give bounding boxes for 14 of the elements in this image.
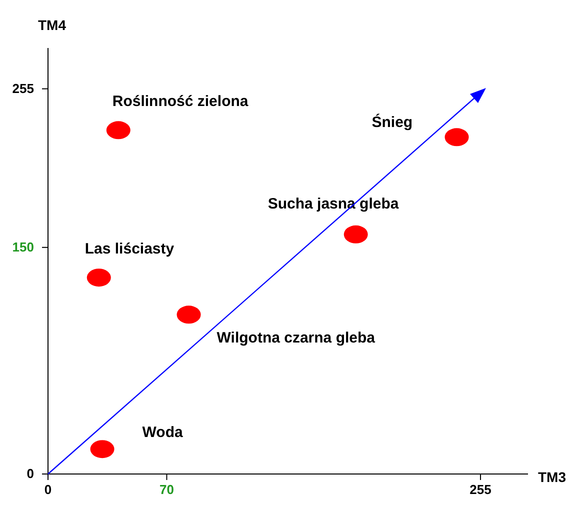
y-tick-label: 255 <box>12 80 34 96</box>
annotation: Śnieg <box>372 113 413 132</box>
annotation: Roślinność zielona <box>112 93 249 110</box>
y-tick-label: 150 <box>12 239 34 254</box>
x-tick-label: 255 <box>470 482 492 497</box>
annotation: Wilgotna czarna gleba <box>216 330 376 347</box>
annotation: Las liściasty <box>84 240 175 258</box>
x-tick-label: 0 <box>44 482 52 497</box>
annotation: Sucha jasna gleba <box>268 195 400 212</box>
y-tick-label: 0 <box>26 466 34 481</box>
y-axis-title: TM4 <box>38 17 66 33</box>
annotation: Woda <box>142 424 184 442</box>
x-axis-title: TM3 <box>538 469 566 485</box>
x-tick-label: 70 <box>159 482 174 497</box>
